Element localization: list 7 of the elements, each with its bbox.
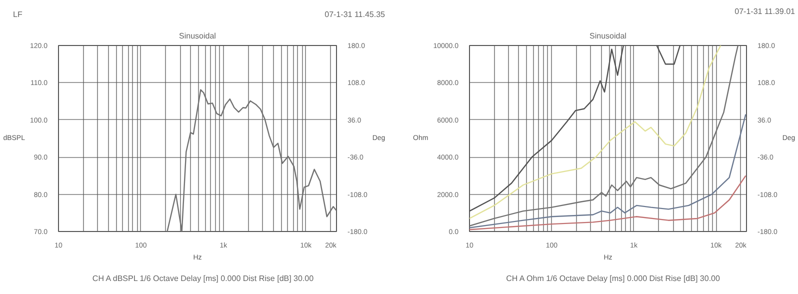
chart-title: Sinusoidal [179,32,216,40]
text: CH A dBSPL 1/6 Octave Delay [ms] 0.000 Dist Rise [dB] 30.00 [91,273,315,284]
text: LF [13,9,22,20]
text: 07-1-31 11.45.35 [324,9,385,20]
text: CH A Ohm 1/6 Octave Delay [ms] 0.000 Dist Rise [dB] 30.00 [505,273,721,284]
text: 07-1-31 11.39.01 [734,6,795,17]
chart-title: Sinusoidal [590,32,627,40]
